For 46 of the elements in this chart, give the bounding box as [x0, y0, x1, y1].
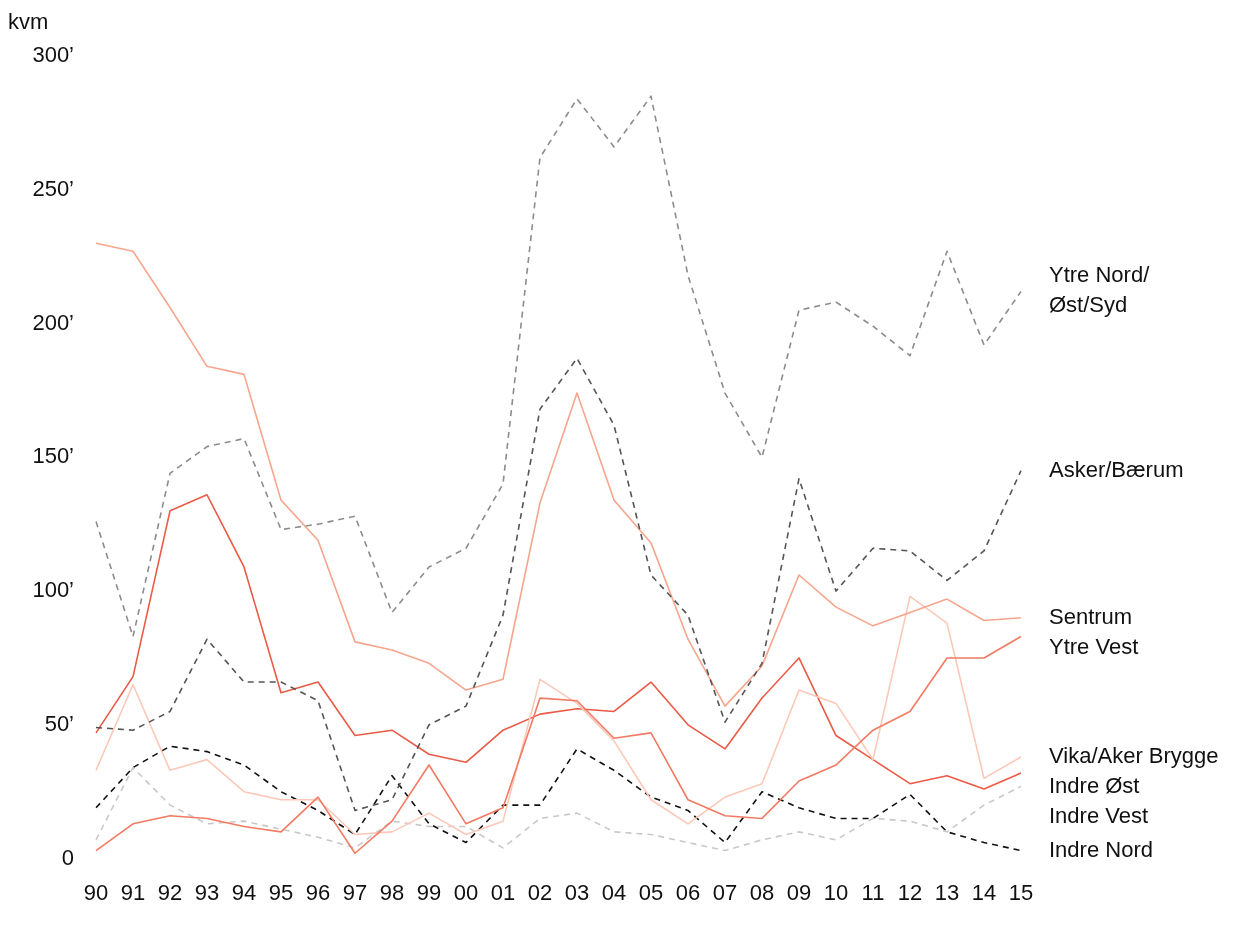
series-label: Ytre Vest	[1049, 633, 1139, 659]
series-label: Ytre Nord/Øst/Syd	[1049, 262, 1151, 318]
x-tick-label: 97	[342, 879, 368, 905]
x-tick-label: 03	[564, 879, 590, 905]
series-label: Indre Nord	[1049, 836, 1153, 862]
y-tick-label: 50’	[44, 710, 74, 736]
x-tick-label: 05	[638, 879, 664, 905]
x-tick-label: 92	[157, 879, 183, 905]
x-tick-label: 09	[786, 879, 812, 905]
line-series	[95, 357, 1022, 812]
x-tick-label: 13	[934, 879, 960, 905]
y-tick-label: 250’	[32, 175, 74, 201]
x-tick-label: 01	[490, 879, 516, 905]
y-tick-label: 100’	[32, 577, 74, 603]
x-tick-label: 02	[527, 879, 553, 905]
line-series	[95, 95, 1022, 638]
line-series	[95, 745, 1022, 852]
x-tick-label: 98	[379, 879, 405, 905]
x-tick-label: 10	[823, 879, 849, 905]
series-label: Indre Øst	[1049, 773, 1140, 798]
x-tick-label: 12	[897, 879, 923, 905]
x-tick-label: 08	[749, 879, 775, 905]
x-tick-label: 14	[971, 879, 997, 905]
series-label: Vika/Aker Brygge	[1049, 743, 1219, 768]
x-tick-label: 15	[1008, 879, 1034, 905]
x-tick-label: 90	[83, 879, 109, 905]
series-label: Asker/Bærum	[1049, 456, 1184, 482]
x-tick-label: 04	[601, 879, 627, 905]
y-tick-label: 0	[61, 844, 74, 870]
series-label: Indre Vest	[1049, 803, 1149, 828]
y-tick-label: 300’	[32, 42, 74, 68]
x-tick-label: 06	[675, 879, 701, 905]
x-tick-label: 95	[268, 879, 294, 905]
x-tick-label: 11	[861, 879, 885, 905]
line-series	[95, 766, 1022, 852]
y-tick-label: 200’	[32, 309, 74, 335]
x-tick-label: 07	[712, 879, 738, 905]
y-tick-label: 150’	[32, 443, 74, 469]
x-tick-label: 93	[194, 879, 220, 905]
x-tick-label: 94	[231, 879, 257, 905]
x-tick-label: 99	[416, 879, 442, 905]
x-tick-label: 00	[453, 879, 479, 905]
series-label: Sentrum	[1049, 603, 1133, 629]
x-tick-label: 96	[305, 879, 331, 905]
y-axis-title: kvm	[8, 9, 49, 35]
x-tick-label: 91	[120, 879, 146, 905]
